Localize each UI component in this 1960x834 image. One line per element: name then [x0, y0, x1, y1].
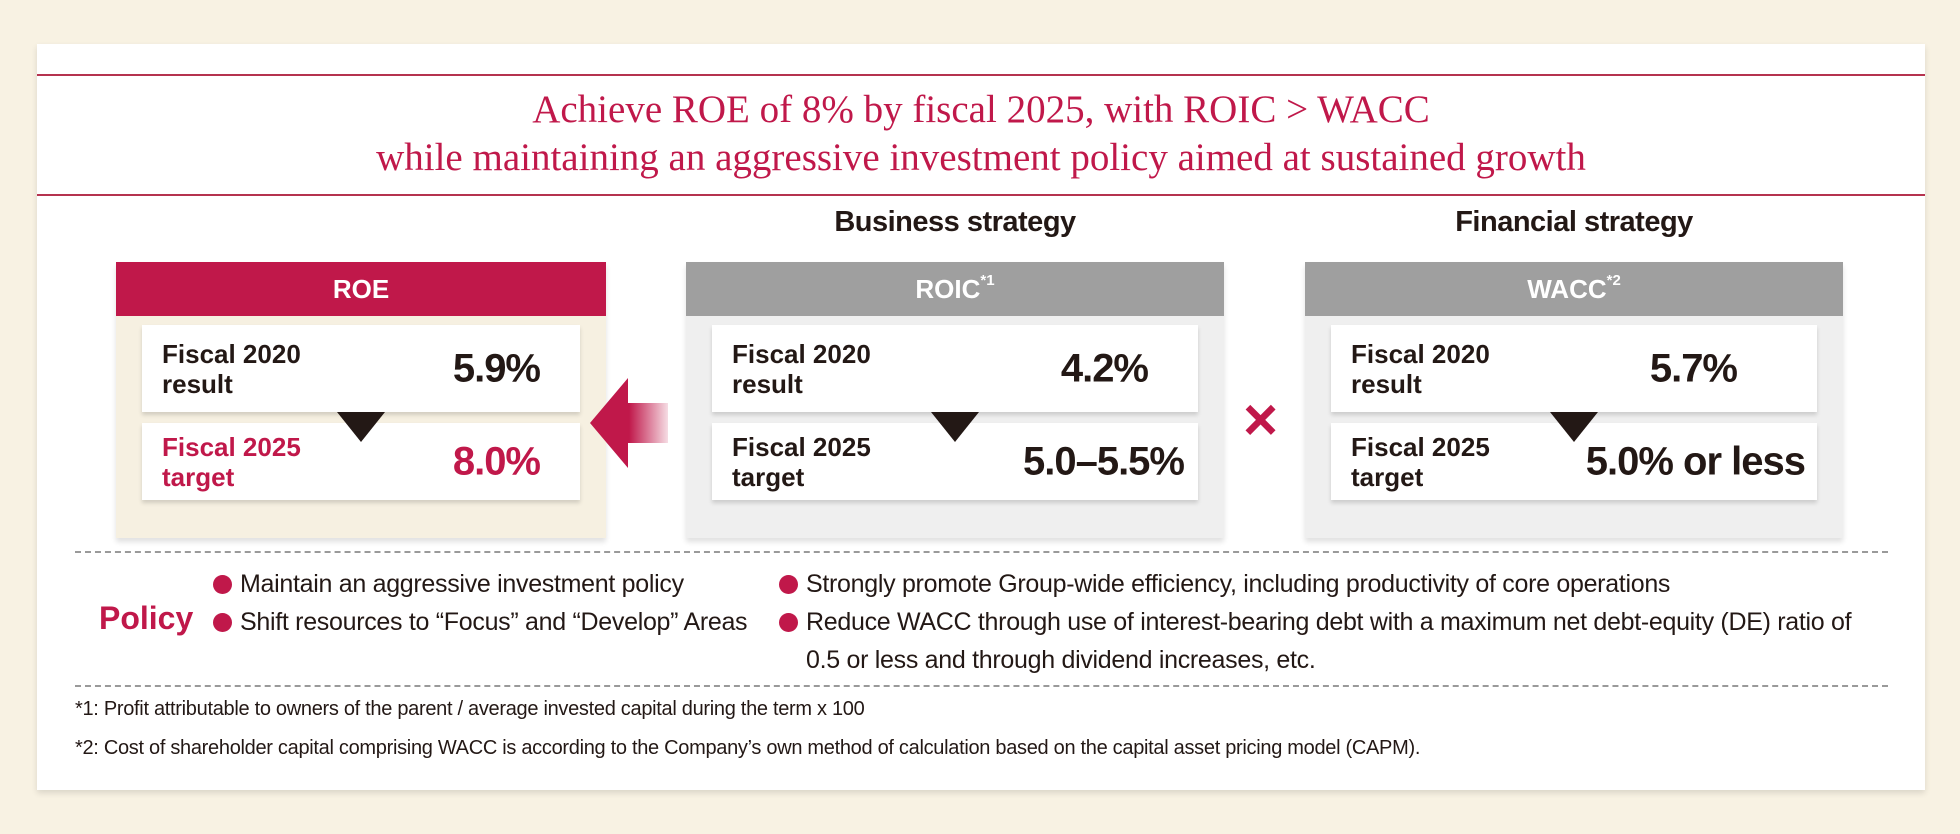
policy-list-left: Maintain an aggressive investment policy…: [213, 565, 753, 641]
wacc-result-card: Fiscal 2020 result 5.7%: [1331, 325, 1817, 412]
policy-item: Shift resources to “Focus” and “Develop”…: [213, 603, 753, 641]
bullet-icon: [213, 613, 232, 632]
down-triangle-icon: [1550, 412, 1598, 442]
roic-target-label: Fiscal 2025 target: [732, 431, 871, 492]
title-line-2: while maintaining an aggressive investme…: [376, 136, 1586, 179]
roic-header: ROIC*1: [686, 262, 1224, 316]
wacc-target-value: 5.0% or less: [1585, 439, 1806, 483]
wacc-target-card: Fiscal 2025 target 5.0% or less: [1331, 423, 1817, 500]
title-rule-top: [37, 74, 1925, 76]
roic-box: ROIC*1 Fiscal 2020 result 4.2% Fiscal 202…: [686, 262, 1224, 538]
footnote-1: *1: Profit attributable to owners of the…: [75, 698, 865, 720]
roic-result-card: Fiscal 2020 result 4.2%: [712, 325, 1198, 412]
title-rule-bottom: [37, 194, 1925, 196]
policy-item: Strongly promote Group-wide efficiency, …: [779, 565, 1859, 603]
policy-item: Reduce WACC through use of interest-bear…: [779, 603, 1859, 679]
down-triangle-icon: [931, 412, 979, 442]
bullet-icon: [779, 575, 798, 594]
roic-target-value: 5.0–5.5%: [1022, 439, 1185, 483]
roe-header: ROE: [116, 262, 606, 316]
roe-result-card: Fiscal 2020 result 5.9%: [142, 325, 580, 412]
wacc-result-label: Fiscal 2020 result: [1351, 338, 1490, 399]
divider-dashed: [75, 685, 1888, 687]
roe-target-value: 8.0%: [452, 439, 541, 483]
roe-target-label: Fiscal 2025 target: [162, 431, 301, 492]
left-arrow-icon: [590, 378, 668, 468]
roic-result-value: 4.2%: [1060, 346, 1149, 390]
roic-result-label: Fiscal 2020 result: [732, 338, 871, 399]
down-triangle-icon: [337, 412, 385, 442]
roe-box: ROE Fiscal 2020 result 5.9% Fiscal 2025 ta…: [116, 262, 606, 538]
multiply-icon: ×: [1243, 386, 1279, 453]
title-line-1: Achieve ROE of 8% by fiscal 2025, with R…: [532, 88, 1430, 131]
policy-label: Policy: [99, 600, 194, 636]
bullet-icon: [779, 613, 798, 632]
divider-dashed: [75, 551, 1888, 553]
wacc-header: WACC*2: [1305, 262, 1843, 316]
bullet-icon: [213, 575, 232, 594]
roe-result-label: Fiscal 2020 result: [162, 338, 301, 399]
business-strategy-heading: Business strategy: [834, 206, 1076, 238]
roe-result-value: 5.9%: [452, 346, 541, 390]
financial-strategy-heading: Financial strategy: [1455, 206, 1693, 238]
wacc-target-label: Fiscal 2025 target: [1351, 431, 1490, 492]
footnote-2: *2: Cost of shareholder capital comprisi…: [75, 737, 1421, 759]
wacc-result-value: 5.7%: [1649, 346, 1738, 390]
policy-item: Maintain an aggressive investment policy: [213, 565, 753, 603]
policy-list-right: Strongly promote Group-wide efficiency, …: [779, 565, 1859, 679]
wacc-box: WACC*2 Fiscal 2020 result 5.7% Fiscal 202…: [1305, 262, 1843, 538]
